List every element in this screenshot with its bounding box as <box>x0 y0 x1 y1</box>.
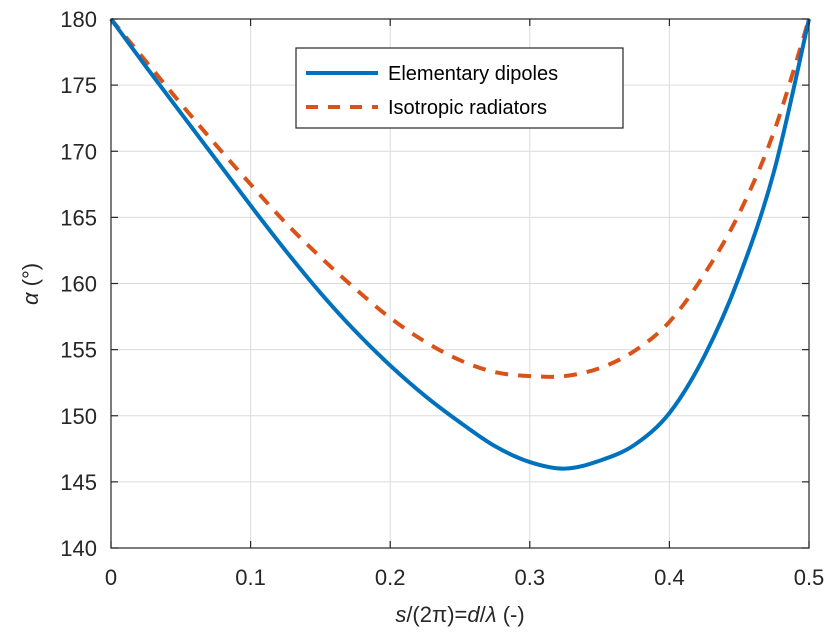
x-axis-label-pi: π <box>432 602 447 627</box>
axes-box <box>110 18 810 549</box>
legend-box <box>295 47 624 129</box>
y-tick-label: 165 <box>60 205 97 230</box>
x-tick-label: 0.2 <box>375 565 406 590</box>
x-tick-label: 0.5 <box>794 565 825 590</box>
x-tick-label: 0.1 <box>235 565 266 590</box>
x-axis-label-d: d <box>467 602 480 627</box>
x-axis-label-part-f: (-) <box>497 602 525 627</box>
y-tick-label: 170 <box>60 139 97 164</box>
x-tick-label: 0.4 <box>654 565 685 590</box>
axes <box>110 18 810 549</box>
y-tick-label: 150 <box>60 404 97 429</box>
y-axis-label: α (°) <box>18 263 43 305</box>
x-axis-label: s/(2π)=d/λ (-) <box>395 602 524 627</box>
series-line-isotropic-radiators <box>109 17 811 379</box>
y-tick-label: 180 <box>60 7 97 32</box>
x-axis-label-lambda: λ <box>485 602 497 627</box>
series-line-elementary-dipoles <box>109 17 811 471</box>
x-tick-label: 0 <box>105 565 117 590</box>
legend: Elementary dipoles Isotropic radiators <box>295 47 624 129</box>
x-axis-label-part-e: / <box>480 602 487 627</box>
y-tick-label: 155 <box>60 338 97 363</box>
y-axis-label-alpha: α <box>18 291 43 305</box>
series-layer <box>109 17 811 471</box>
y-axis-label-unit: (°) <box>18 263 43 293</box>
x-axis-label-s: s <box>395 602 406 627</box>
y-tick-label: 145 <box>60 470 97 495</box>
x-axis-label-part-b: /(2 <box>406 602 432 627</box>
y-tick-label: 175 <box>60 73 97 98</box>
x-tick-label: 0.3 <box>515 565 546 590</box>
tick-labels: 0 0.1 0.2 0.3 0.4 0.5 140 145 150 155 160 165 170 175… <box>60 7 824 590</box>
y-tick-label: 140 <box>60 536 97 561</box>
y-tick-label: 160 <box>60 272 97 297</box>
legend-label-elementary-dipoles: Elementary dipoles <box>388 63 558 85</box>
legend-label-isotropic-radiators: Isotropic radiators <box>388 97 547 119</box>
x-axis-label-part-c: )= <box>447 602 467 627</box>
